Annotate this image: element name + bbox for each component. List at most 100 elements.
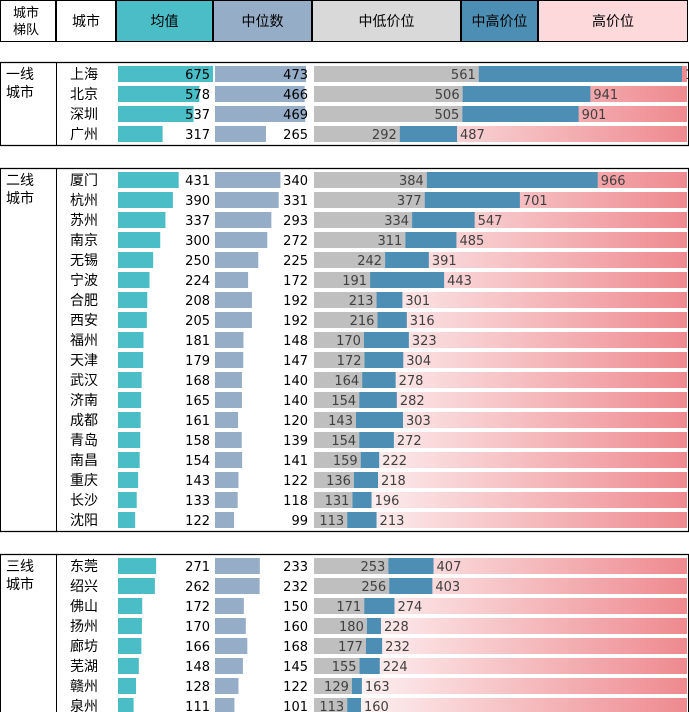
- city-label: 扬州: [70, 619, 98, 635]
- mean-value-label: 122: [185, 514, 210, 529]
- mean-value-label: 172: [185, 600, 210, 615]
- low-mid-bar: [314, 598, 365, 614]
- header-cell-low-mid: [312, 0, 461, 42]
- tier-label-line1: 二线: [6, 173, 34, 189]
- median-bar: [215, 332, 244, 348]
- median-value-label: 101: [283, 700, 308, 712]
- mean-bar: [118, 598, 143, 614]
- mean-value-label: 133: [185, 494, 210, 509]
- median-value-label: 122: [283, 474, 308, 489]
- header-cell-city: [56, 0, 116, 42]
- city-label: 上海: [70, 67, 98, 83]
- mean-value-label: 143: [185, 474, 210, 489]
- median-value-label: 148: [283, 334, 308, 349]
- mean-value-label: 154: [185, 454, 210, 469]
- mid-high-bar: [412, 212, 475, 228]
- mean-bar: [118, 678, 137, 694]
- city-label: 广州: [70, 127, 98, 143]
- city-label: 福州: [70, 333, 98, 349]
- mid-high-value-label: 218: [381, 474, 406, 489]
- median-value-label: 172: [283, 274, 308, 289]
- mid-high-value-label: 485: [459, 234, 484, 249]
- low-mid-value-label: 505: [434, 108, 459, 123]
- city-label: 沈阳: [70, 513, 98, 529]
- header-border-mid-high: [461, 0, 538, 42]
- low-mid-value-label: 253: [360, 560, 385, 575]
- low-mid-bar: [314, 212, 413, 228]
- high-price-band: [314, 618, 687, 634]
- header-cell-mid-high: [461, 0, 538, 42]
- tier-label-line2: 城市: [6, 576, 34, 593]
- median-value-label: 331: [283, 194, 308, 209]
- low-mid-value-label: 216: [350, 314, 375, 329]
- low-mid-bar: [314, 658, 360, 674]
- low-mid-bar: [314, 698, 348, 712]
- median-value-label: 140: [283, 374, 308, 389]
- mean-value-label: 431: [185, 174, 210, 189]
- low-mid-value-label: 506: [435, 88, 460, 103]
- low-mid-bar: [314, 578, 390, 594]
- low-mid-value-label: 154: [331, 434, 356, 449]
- low-mid-bar: [314, 192, 425, 208]
- header-border-low-mid: [312, 0, 461, 42]
- mid-high-value-label: 228: [384, 620, 409, 635]
- mean-value-label: 537: [185, 108, 210, 123]
- high-price-band: [314, 658, 687, 674]
- median-bar: [215, 252, 259, 268]
- median-bar: [215, 638, 248, 654]
- median-bar: [215, 578, 260, 594]
- mean-bar: [118, 618, 142, 634]
- mid-high-value-label: 160: [364, 700, 389, 712]
- city-label: 佛山: [70, 599, 98, 615]
- mid-high-value-label: 282: [400, 394, 425, 409]
- low-mid-bar: [314, 272, 371, 288]
- header-border-median: [213, 0, 312, 42]
- mean-bar: [118, 412, 141, 428]
- median-bar: [215, 432, 242, 448]
- city-label: 天津: [70, 353, 98, 369]
- mid-high-bar: [370, 272, 445, 288]
- city-label: 杭州: [70, 193, 98, 209]
- low-mid-value-label: 334: [384, 214, 409, 229]
- header-cell-tier: [0, 0, 56, 42]
- median-bar: [215, 618, 246, 634]
- low-mid-bar: [314, 432, 360, 448]
- mid-high-bar: [478, 66, 682, 82]
- city-label: 成都: [70, 413, 98, 429]
- median-bar: [215, 492, 238, 508]
- city-label: 武汉: [70, 373, 98, 389]
- median-bar: [215, 86, 305, 102]
- mean-value-label: 158: [185, 434, 210, 449]
- median-bar: [215, 658, 243, 674]
- mean-bar: [118, 452, 140, 468]
- mid-high-value-label: 701: [523, 194, 548, 209]
- median-value-label: 160: [283, 620, 308, 635]
- high-price-band: [314, 352, 687, 368]
- low-mid-value-label: 136: [326, 474, 351, 489]
- mid-high-bar: [424, 192, 520, 208]
- low-mid-value-label: 159: [333, 454, 358, 469]
- high-price-band: [314, 452, 687, 468]
- city-label: 厦门: [70, 173, 98, 189]
- median-bar: [215, 232, 268, 248]
- mid-high-value-label: 213: [380, 514, 405, 529]
- city-label: 东莞: [70, 559, 98, 575]
- mean-value-label: 675: [185, 68, 210, 83]
- mid-high-value-label: 274: [397, 600, 422, 615]
- mean-value-label: 250: [185, 254, 210, 269]
- high-price-band: [314, 432, 687, 448]
- tier-label-line2: 城市: [6, 190, 34, 207]
- mid-high-value-label: 316: [410, 314, 435, 329]
- high-price-band: [314, 638, 687, 654]
- mean-value-label: 111: [185, 700, 210, 712]
- high-price-band: [314, 372, 687, 388]
- median-value-label: 473: [283, 68, 308, 83]
- mean-bar: [118, 86, 200, 102]
- mean-value-label: 168: [185, 374, 210, 389]
- high-price-band: [314, 472, 687, 488]
- low-mid-value-label: 191: [342, 274, 367, 289]
- median-bar: [215, 212, 272, 228]
- median-value-label: 139: [283, 434, 308, 449]
- mean-bar: [118, 66, 213, 82]
- median-bar: [215, 292, 252, 308]
